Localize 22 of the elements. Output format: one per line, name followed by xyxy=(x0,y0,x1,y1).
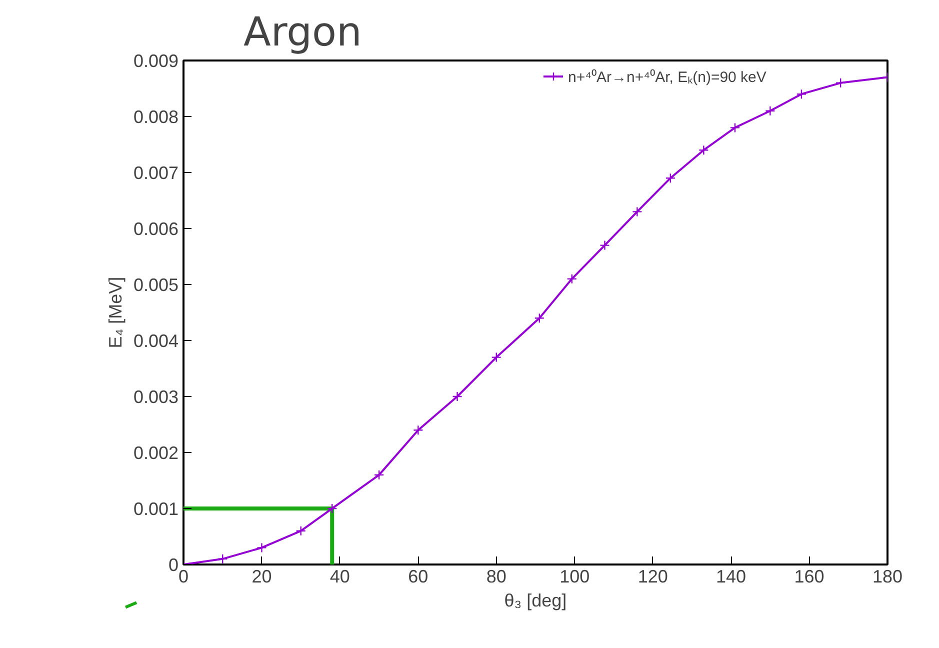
y-tick-label: 0.008 xyxy=(133,107,179,127)
x-tick-label: 120 xyxy=(638,566,668,586)
y-tick-label: 0.002 xyxy=(133,443,179,463)
x-axis-title: θ₃ [deg] xyxy=(504,590,567,610)
y-tick-label: 0.003 xyxy=(133,387,179,407)
y-tick-label: 0.007 xyxy=(133,163,179,183)
x-tick-label: 100 xyxy=(560,566,590,586)
chart-title: Argon xyxy=(244,10,362,56)
y-tick-label: 0.005 xyxy=(133,275,179,295)
x-tick-label: 160 xyxy=(794,566,824,586)
x-tick-label: 80 xyxy=(486,566,506,586)
legend-label: n+⁴⁰Ar→n+⁴⁰Ar, Eₖ(n)=90 keV xyxy=(568,68,766,86)
y-tick-label: 0.006 xyxy=(133,219,179,239)
x-tick-label: 40 xyxy=(330,566,350,586)
x-tick-label: 140 xyxy=(716,566,746,586)
y-tick-label: 0.004 xyxy=(133,331,179,351)
y-axis-title: E₄ [MeV] xyxy=(105,276,126,348)
x-tick-label: 180 xyxy=(872,566,903,586)
y-tick-label: 0.009 xyxy=(133,51,179,71)
x-tick-label: 20 xyxy=(252,566,272,586)
y-tick-label: 0.001 xyxy=(133,499,179,519)
x-tick-label: 60 xyxy=(408,566,428,586)
